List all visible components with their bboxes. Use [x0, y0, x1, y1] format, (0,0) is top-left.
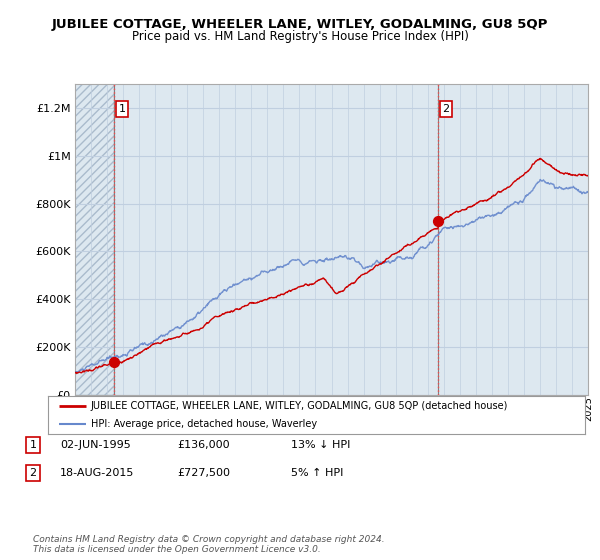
Text: 1: 1	[29, 440, 37, 450]
Text: 5% ↑ HPI: 5% ↑ HPI	[291, 468, 343, 478]
Text: 18-AUG-2015: 18-AUG-2015	[60, 468, 134, 478]
Text: £136,000: £136,000	[177, 440, 230, 450]
Text: Price paid vs. HM Land Registry's House Price Index (HPI): Price paid vs. HM Land Registry's House …	[131, 30, 469, 43]
Text: JUBILEE COTTAGE, WHEELER LANE, WITLEY, GODALMING, GU8 5QP (detached house): JUBILEE COTTAGE, WHEELER LANE, WITLEY, G…	[91, 401, 508, 411]
Text: HPI: Average price, detached house, Waverley: HPI: Average price, detached house, Wave…	[91, 419, 317, 429]
Point	[433, 216, 443, 225]
Text: £727,500: £727,500	[177, 468, 230, 478]
Text: Contains HM Land Registry data © Crown copyright and database right 2024.
This d: Contains HM Land Registry data © Crown c…	[33, 535, 385, 554]
Polygon shape	[75, 84, 114, 395]
Text: 2: 2	[443, 104, 450, 114]
Text: 2: 2	[29, 468, 37, 478]
Text: 02-JUN-1995: 02-JUN-1995	[60, 440, 131, 450]
Text: 13% ↓ HPI: 13% ↓ HPI	[291, 440, 350, 450]
Point	[109, 358, 119, 367]
Text: JUBILEE COTTAGE, WHEELER LANE, WITLEY, GODALMING, GU8 5QP: JUBILEE COTTAGE, WHEELER LANE, WITLEY, G…	[52, 18, 548, 31]
Text: 1: 1	[119, 104, 125, 114]
